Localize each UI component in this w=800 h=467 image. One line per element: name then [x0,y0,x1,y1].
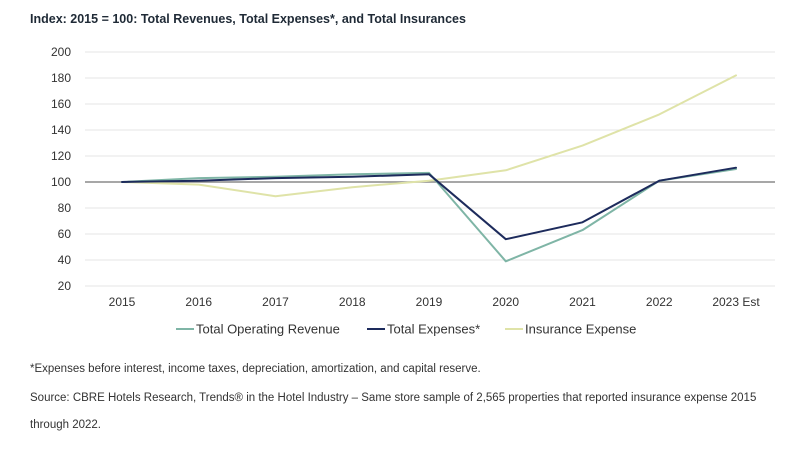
x-axis: 2015 2016 2017 2018 2019 2020 2021 2022 2023 Est [109,295,761,309]
y-tick-label: 200 [51,45,71,59]
legend-label: Total Expenses* [387,322,480,337]
y-tick-label: 120 [51,149,71,163]
legend: Total Operating Revenue Total Expenses* In… [176,322,636,337]
y-tick-label: 80 [58,201,72,215]
x-tick-label: 2022 [646,295,673,309]
x-tick-label: 2019 [416,295,443,309]
legend-label: Insurance Expense [525,322,636,337]
series-line-0 [121,168,737,263]
y-tick-label: 60 [58,227,72,241]
y-tick-label: 140 [51,123,71,137]
x-tick-label: 2020 [492,295,519,309]
y-tick-label: 100 [51,175,71,189]
y-tick-label: 40 [58,253,72,267]
legend-label: Total Operating Revenue [196,322,340,337]
footnote-source-continued: through 2022. [30,419,101,431]
footnote-source: Source: CBRE Hotels Research, Trends® in… [30,392,757,404]
footnote-expenses: *Expenses before interest, income taxes,… [30,363,481,375]
x-tick-label: 2015 [109,295,136,309]
x-tick-label: 2018 [339,295,366,309]
y-axis: 200 180 160 140 120 100 80 60 40 20 [51,45,71,293]
x-tick-label: 2017 [262,295,289,309]
y-tick-label: 180 [51,71,71,85]
x-tick-label: 2021 [569,295,596,309]
y-tick-label: 20 [58,279,72,293]
x-tick-label: 2023 Est [712,295,760,309]
x-tick-label: 2016 [185,295,212,309]
series-line-2 [121,74,737,198]
y-tick-label: 160 [51,97,71,111]
series-line-1 [121,166,737,241]
chart-title: Index: 2015 = 100: Total Revenues, Total… [30,12,466,26]
gridlines [85,51,775,287]
series-lines [121,74,737,263]
